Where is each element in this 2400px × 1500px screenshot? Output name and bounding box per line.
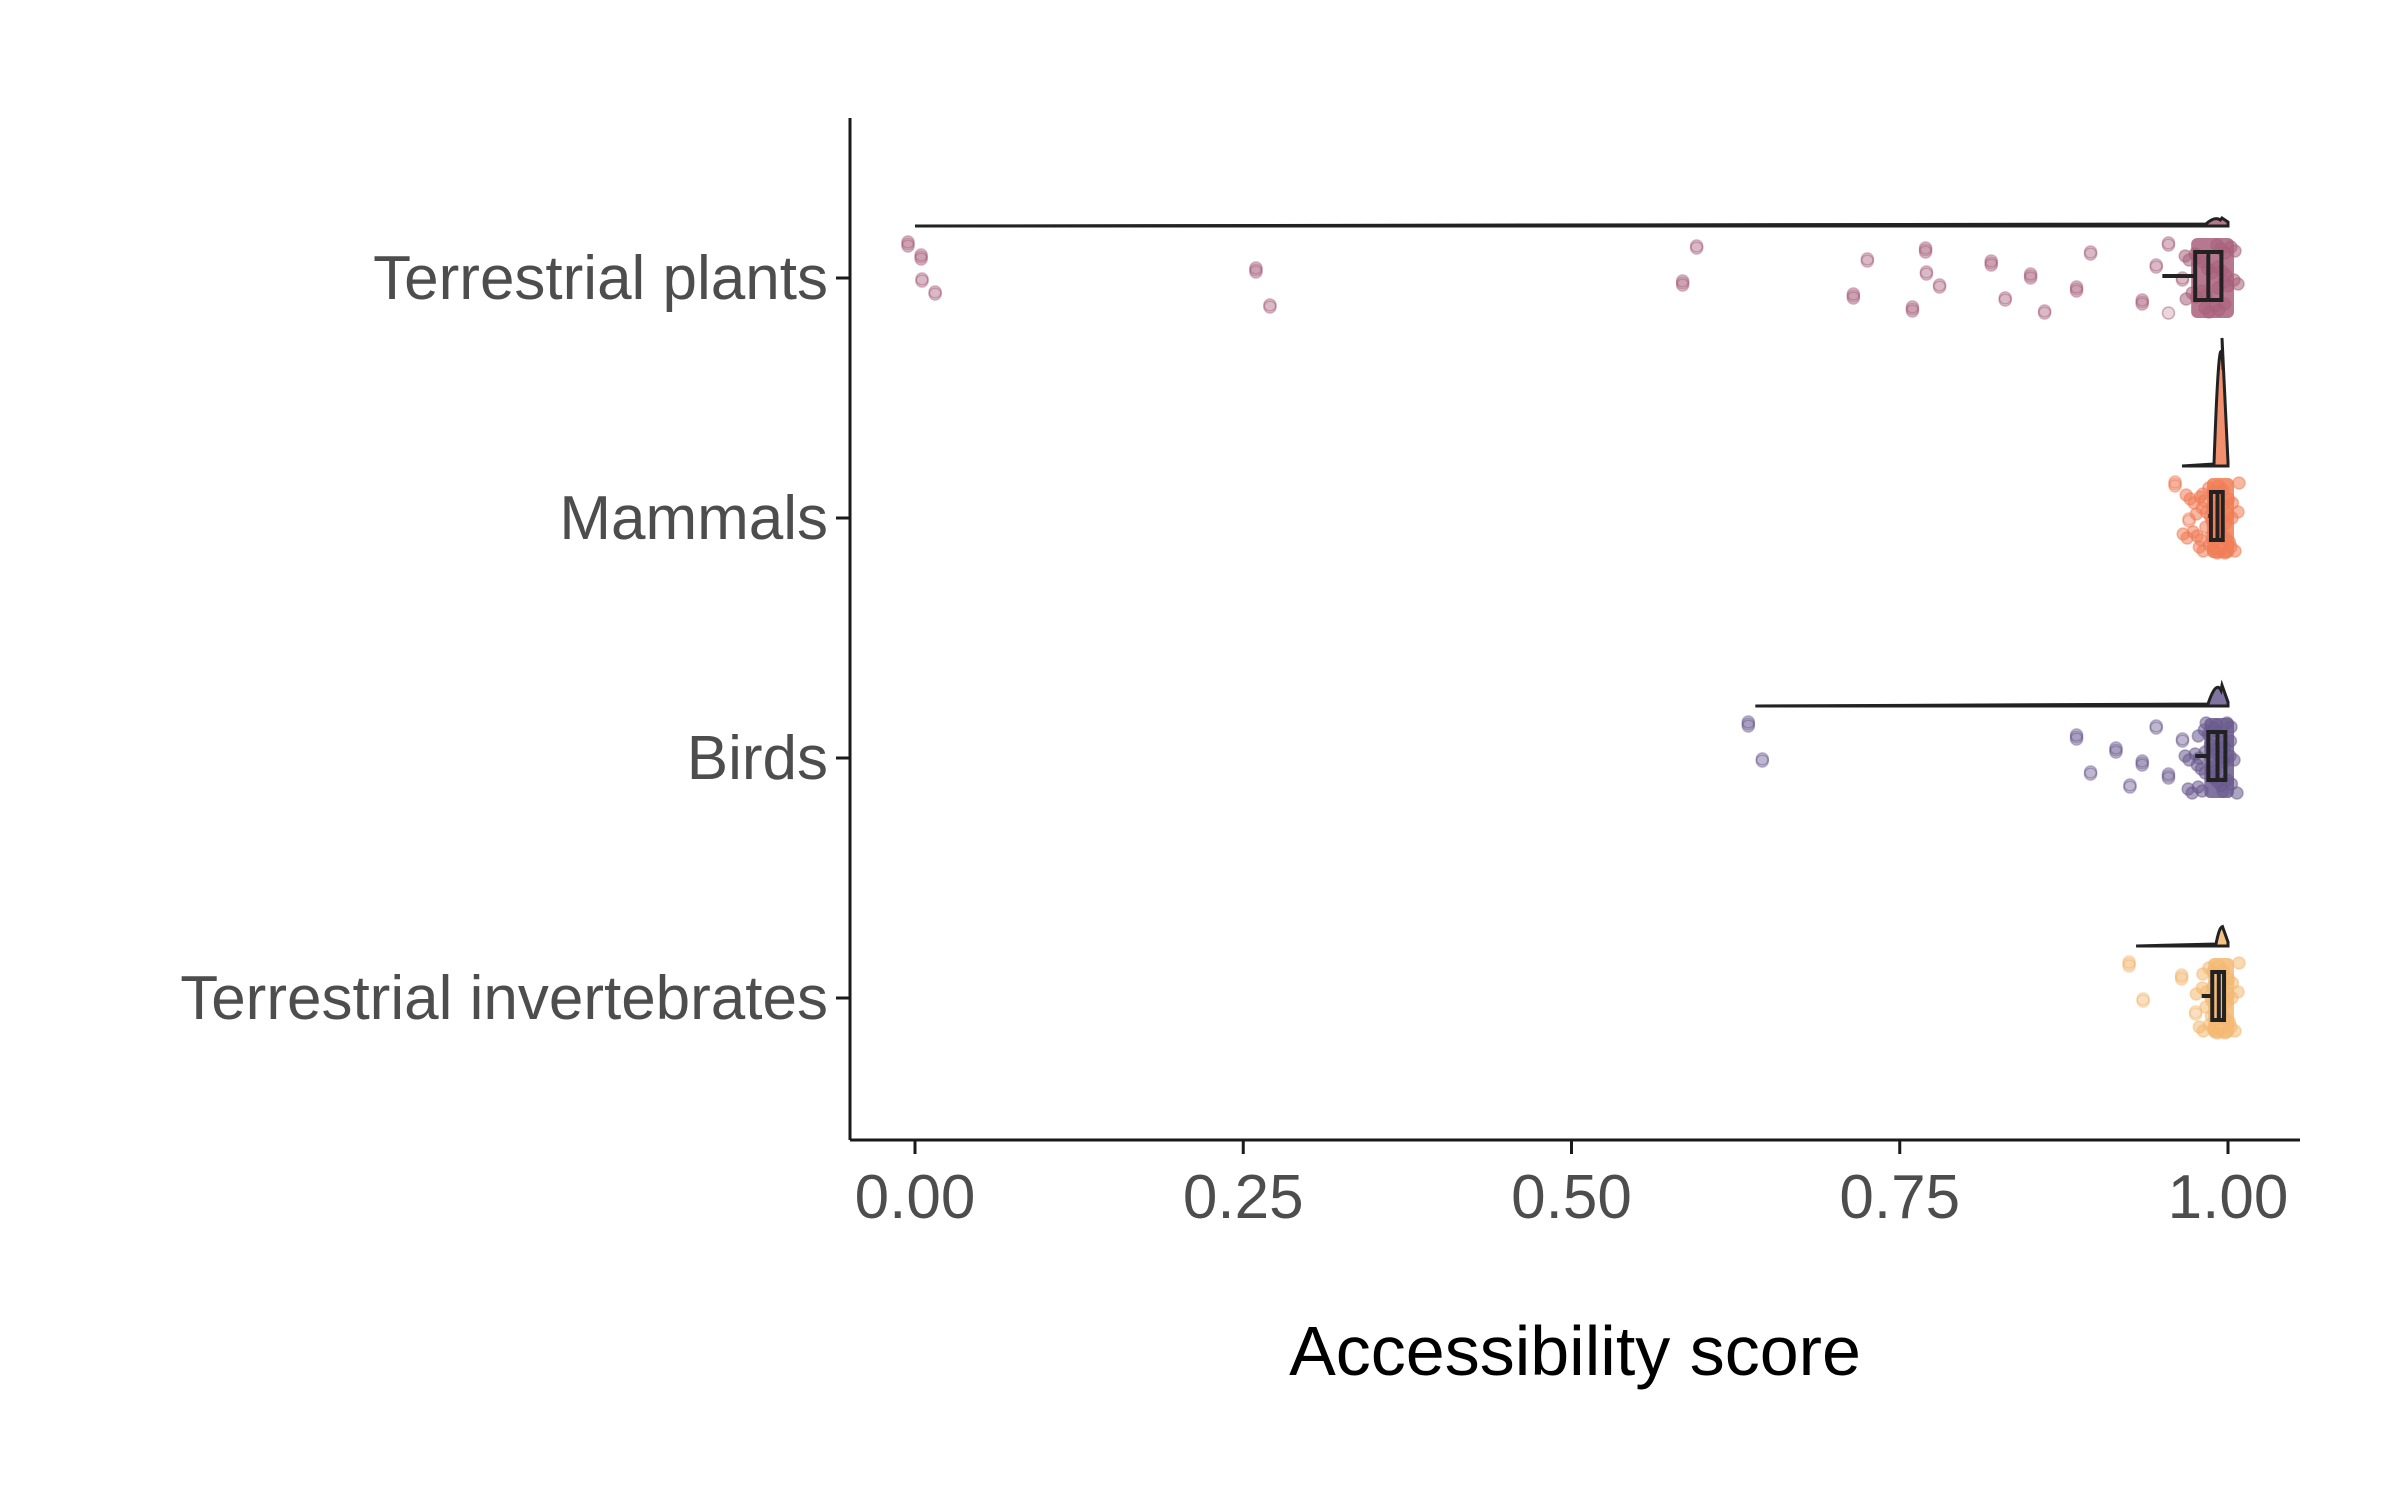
data-point — [2185, 786, 2199, 800]
data-point — [1932, 280, 1947, 294]
data-point — [2175, 734, 2190, 748]
y-tick-label: Terrestrial invertebrates — [180, 964, 828, 1033]
data-point — [2149, 260, 2163, 274]
series-mammals — [2168, 337, 2246, 560]
data-point — [1675, 278, 1690, 292]
series-terrestrial-invertebrates — [2122, 924, 2246, 1040]
x-axis: 0.00 0.25 0.50 0.75 1.00 Accessibility score — [850, 1138, 2300, 1390]
density-cloud — [1755, 679, 2230, 708]
data-point — [2136, 994, 2150, 1008]
data-point — [1918, 245, 1933, 259]
data-point — [2180, 531, 2194, 545]
data-point — [2191, 729, 2206, 743]
data-point — [1984, 258, 1998, 272]
data-point — [2168, 479, 2182, 493]
series-birds — [1741, 679, 2244, 800]
data-point — [2083, 767, 2098, 781]
data-point — [1919, 267, 1934, 281]
data-point — [928, 287, 942, 301]
data-point — [1998, 293, 2012, 307]
data-point — [1905, 304, 1920, 318]
data-point — [2232, 956, 2246, 970]
data-point — [2161, 306, 2176, 320]
data-point — [2174, 972, 2189, 986]
data-point — [2196, 967, 2210, 981]
x-axis-title: Accessibility score — [1289, 1312, 1861, 1390]
density-cloud — [2181, 337, 2230, 468]
x-tick-label: 0.25 — [1183, 1163, 1304, 1232]
data-point — [2188, 1007, 2203, 1021]
x-tick-label: 0.00 — [855, 1163, 976, 1232]
x-tick-label: 0.75 — [1839, 1163, 1960, 1232]
data-point — [2232, 476, 2246, 490]
data-point — [2189, 987, 2204, 1001]
data-point — [2179, 292, 2193, 306]
data-point — [1689, 241, 1704, 255]
data-point — [2149, 721, 2163, 735]
density-cloud — [2136, 924, 2230, 948]
y-tick-label: Mammals — [559, 484, 828, 553]
data-point — [1263, 300, 1277, 314]
data-point — [2196, 1024, 2211, 1038]
plot-area — [901, 216, 2246, 1040]
data-point — [901, 239, 915, 253]
data-point — [2161, 238, 2176, 252]
data-point — [2083, 247, 2098, 261]
data-point — [2135, 758, 2149, 772]
data-point — [2069, 732, 2084, 746]
y-tick-label: Birds — [687, 724, 828, 793]
data-point — [2037, 306, 2052, 320]
y-tick-label: Terrestrial plants — [373, 244, 828, 313]
data-point — [2135, 297, 2149, 311]
data-point — [1860, 254, 1875, 268]
data-point — [1846, 291, 1861, 305]
data-point — [1755, 754, 1770, 768]
data-point — [1249, 265, 1263, 279]
density-cloud — [914, 216, 2230, 228]
x-tick-label: 0.50 — [1511, 1163, 1632, 1232]
data-point — [2123, 780, 2137, 794]
data-point — [2109, 745, 2123, 759]
data-point — [915, 274, 929, 288]
data-point — [2189, 507, 2204, 521]
data-point — [2023, 271, 2038, 285]
data-point — [2122, 959, 2136, 973]
data-point — [2161, 771, 2176, 785]
data-point — [2069, 284, 2084, 298]
data-point — [914, 252, 928, 266]
y-axis: Terrestrial plants Mammals Birds Terrestria… — [180, 118, 852, 1140]
data-point — [1741, 719, 1756, 733]
x-tick-label: 1.00 — [2168, 1163, 2289, 1232]
series-terrestrial-plants — [901, 216, 2245, 320]
